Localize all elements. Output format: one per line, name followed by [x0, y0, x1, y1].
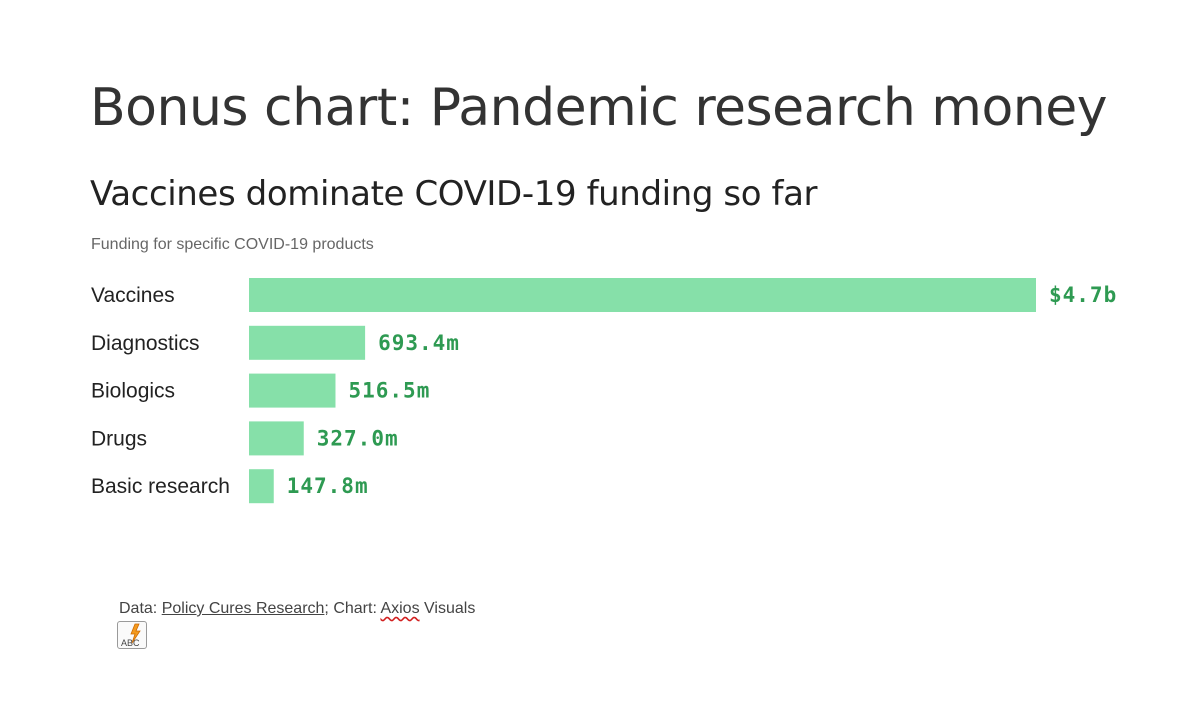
category-label: Diagnostics	[91, 332, 200, 355]
data-label: 516.5m	[348, 379, 430, 403]
bar	[249, 278, 1036, 312]
bar	[249, 469, 274, 504]
spellcheck-abc-icon[interactable]: ABC	[117, 621, 147, 649]
footer-separator: ; Chart:	[324, 600, 381, 617]
chart-subtitle: Funding for specific COVID-19 products	[91, 236, 374, 253]
bar	[249, 373, 336, 408]
data-label: 147.8m	[287, 474, 369, 498]
chart-title: Vaccines dominate COVID-19 funding so fa…	[90, 174, 818, 214]
spellcheck-abc-text: ABC	[121, 638, 140, 648]
category-label: Drugs	[91, 427, 147, 450]
slide-title: Bonus chart: Pandemic research money	[90, 78, 1108, 138]
bar-chart: Vaccines $4.7b Diagnostics 693.4m Biologics 5…	[91, 278, 1117, 504]
data-label: 327.0m	[317, 426, 399, 450]
category-label: Biologics	[91, 380, 175, 403]
category-label: Vaccines	[91, 284, 175, 307]
bar	[249, 325, 366, 360]
chart-brand: Axios	[380, 600, 420, 617]
bar	[249, 421, 304, 456]
footer-data-prefix: Data:	[119, 600, 162, 617]
footer-chart-suffix: Visuals	[419, 600, 476, 617]
data-source-link[interactable]: Policy Cures Research	[161, 600, 325, 617]
data-label: $4.7b	[1049, 283, 1117, 307]
chart-footer: Data: Policy Cures Research; Chart: Axio…	[119, 600, 475, 618]
category-label: Basic research	[91, 475, 230, 498]
data-label: 693.4m	[378, 331, 460, 355]
